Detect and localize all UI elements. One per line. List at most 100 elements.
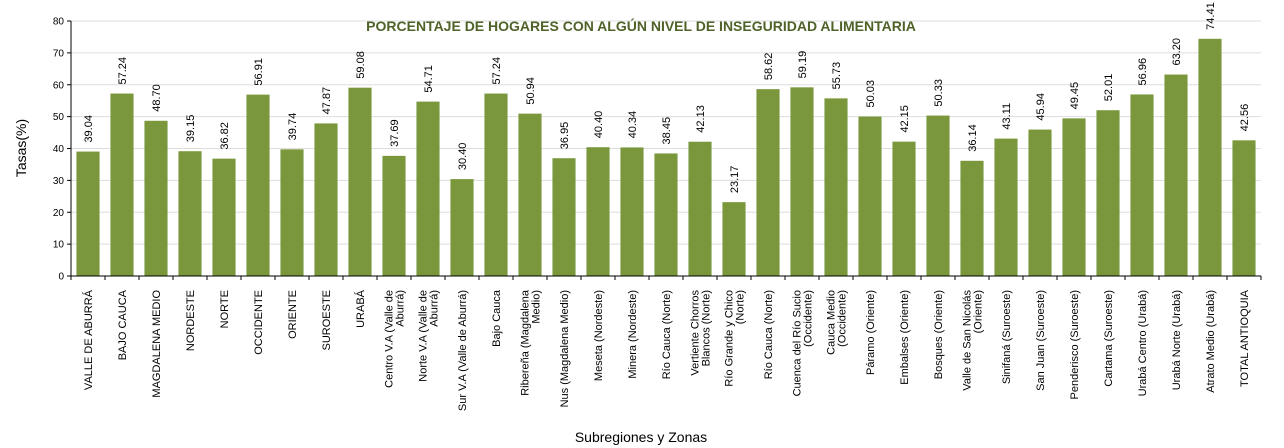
x-tick-label: Blancos (Norte) (701, 290, 713, 366)
bar (76, 151, 100, 276)
x-tick-label: Ribereña (Magdalena (520, 289, 532, 396)
bar (1096, 110, 1120, 276)
x-tick-label: Sinifaná (Suroeste) (1001, 290, 1013, 384)
x-tick-label: (Oriente) (973, 290, 985, 333)
x-tick-label: NORTE (219, 290, 231, 328)
value-label: 50.33 (933, 79, 945, 107)
value-label: 50.03 (865, 80, 877, 108)
x-tick-label: Embalses (Oriente) (899, 290, 911, 385)
value-label: 57.24 (117, 57, 129, 85)
x-tick-label: Cauca Medio (826, 290, 838, 355)
bar (178, 151, 202, 276)
y-tick-label: 50 (53, 112, 65, 123)
bar (620, 147, 644, 276)
x-tick-label: Valle de San Nicolás (962, 290, 974, 391)
x-tick-label: OCCIDENTE (253, 290, 265, 355)
y-tick-label: 20 (53, 208, 65, 219)
value-label: 36.95 (559, 122, 571, 150)
value-label: 42.56 (1239, 104, 1251, 132)
x-tick-label: (Norte) (735, 290, 747, 324)
bar (790, 87, 814, 276)
value-label: 50.94 (525, 77, 537, 105)
bar (994, 138, 1018, 276)
x-tick-label: (Occidente) (803, 290, 815, 347)
value-label: 59.19 (797, 51, 809, 79)
y-tick-label: 70 (53, 48, 65, 59)
x-tick-label: TOTAL ANTIOQUIA (1239, 289, 1251, 387)
bars (76, 38, 1256, 277)
value-label: 63.20 (1171, 38, 1183, 66)
bar (1028, 129, 1052, 276)
value-label: 43.11 (1001, 103, 1013, 130)
x-tick-label: San Juan (Suroeste) (1035, 290, 1047, 391)
bar (756, 89, 780, 277)
x-tick-label: Páramo (Oriente) (865, 290, 877, 375)
bar (892, 141, 916, 276)
value-label: 56.96 (1137, 58, 1149, 86)
bar (518, 113, 542, 276)
x-tick-label: Atrato Medio (Urabá) (1205, 290, 1217, 393)
bar (416, 101, 440, 276)
value-label: 74.41 (1205, 2, 1217, 30)
x-tick-label: Río Cauca (Norte) (661, 290, 673, 379)
x-tick-label: Cuenca del Río Sucio (792, 290, 804, 396)
x-tick-label: Cartama (Suroeste) (1103, 290, 1115, 387)
x-tick-label: SUROESTE (321, 290, 333, 351)
bar (1130, 94, 1154, 276)
x-tick-label: Penderisco (Suroeste) (1069, 290, 1081, 399)
y-axis-label: Tasas(%) (13, 119, 29, 177)
x-tick-label: MAGDALENA MEDIO (151, 290, 163, 398)
bar (824, 98, 848, 276)
bar (382, 155, 406, 276)
bar (484, 93, 508, 276)
value-label: 45.94 (1035, 93, 1047, 121)
x-tick-label: Nus (Magdalena Medio) (559, 290, 571, 407)
value-label: 39.74 (287, 113, 299, 141)
value-label: 40.34 (627, 111, 639, 139)
value-label: 36.14 (967, 124, 979, 152)
bar (280, 149, 304, 276)
x-axis-label: Subregiones y Zonas (575, 429, 707, 445)
value-label: 23.17 (729, 166, 741, 194)
value-label: 54.71 (423, 65, 435, 93)
value-label: 42.13 (695, 105, 707, 133)
y-tick-label: 30 (53, 176, 65, 187)
value-label: 39.15 (185, 115, 197, 143)
x-tick-label: Aburrá) (429, 290, 441, 327)
bar (212, 158, 236, 276)
bar (960, 160, 984, 276)
value-label: 48.70 (151, 84, 163, 112)
x-tick-label: ORIENTE (287, 290, 299, 339)
bar (450, 179, 474, 276)
bar (348, 87, 372, 277)
value-label: 38.45 (661, 117, 673, 145)
x-tick-label: Medio) (531, 290, 543, 324)
y-tick-labels: 0 10 20 30 40 50 60 70 80 (53, 17, 65, 283)
x-tick-label: Sur V.A (Valle de Aburrá) (457, 290, 469, 411)
x-tick-label: Minera (Nordeste) (627, 290, 639, 379)
x-tick-label: Río Cauca (Norte) (763, 290, 775, 379)
bar (722, 202, 746, 276)
value-label: 56.91 (253, 58, 265, 86)
x-tick-label: Urabá Centro (Urabá) (1137, 290, 1149, 396)
x-tick-label: NORDESTE (185, 290, 197, 351)
x-tick-label: Bajo Cauca (491, 289, 503, 347)
y-tick-label: 60 (53, 80, 65, 91)
value-label: 47.87 (321, 87, 333, 115)
y-tick-label: 10 (53, 240, 65, 251)
value-label: 36.82 (219, 122, 231, 150)
x-tick-label: Urabá Norte (Urabá) (1171, 290, 1183, 390)
bar (110, 93, 134, 276)
x-tick-label: Norte V.A (Valle de (418, 290, 430, 382)
x-tick-label: BAJO CAUCA (117, 289, 129, 360)
bar (586, 147, 610, 276)
bar (314, 123, 338, 277)
bar (1232, 140, 1256, 276)
value-label: 42.15 (899, 105, 911, 133)
value-label: 57.24 (491, 57, 503, 85)
value-label: 59.08 (355, 51, 367, 79)
y-tick-label: 0 (58, 272, 64, 283)
x-tick-label: Aburrá) (395, 290, 407, 327)
bar (246, 94, 270, 277)
